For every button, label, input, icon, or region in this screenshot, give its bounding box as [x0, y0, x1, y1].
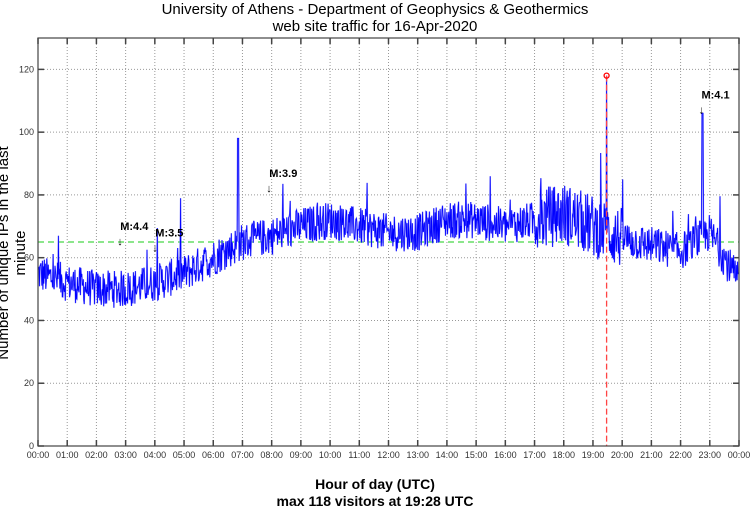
x-tick-label: 18:00 [552, 450, 575, 460]
x-tick-label: 01:00 [56, 450, 79, 460]
x-tick-label: 14:00 [436, 450, 459, 460]
x-tick-label: 08:00 [260, 450, 283, 460]
x-tick-label: 11:00 [348, 450, 370, 460]
annotation-label: M:3.5 [155, 227, 183, 239]
x-tick-label: 02:00 [85, 450, 108, 460]
x-tick-label: 17:00 [523, 450, 546, 460]
y-tick-label: 0 [29, 441, 34, 451]
x-tick-label: 12:00 [377, 450, 400, 460]
annotation-label: M:4.4 [120, 221, 149, 233]
x-tick-label: 07:00 [231, 450, 254, 460]
y-tick-label: 20 [24, 378, 34, 388]
x-axis-label: Hour of day (UTC) [315, 476, 435, 492]
x-tick-label: 19:00 [582, 450, 605, 460]
x-tick-label: 04:00 [144, 450, 167, 460]
y-tick-label: 120 [19, 64, 34, 74]
annotation-label: M:4.1 [701, 89, 729, 101]
chart-subtitle: web site traffic for 16-Apr-2020 [272, 18, 478, 35]
x-tick-label: 10:00 [319, 450, 342, 460]
max-marker-point [603, 72, 610, 79]
plot-frame [37, 37, 740, 447]
x-tick-label: 05:00 [173, 450, 196, 460]
x-tick-label: 22:00 [669, 450, 692, 460]
x-tick-label: 20:00 [611, 450, 634, 460]
y-tick-label: 100 [19, 127, 34, 137]
x-tick-label: 00:00 [27, 450, 50, 460]
x-tick-label: 13:00 [406, 450, 429, 460]
x-tick-label: 23:00 [699, 450, 722, 460]
x-tick-label: 15:00 [465, 450, 488, 460]
series-line [37, 75, 739, 308]
x-tick-label: 06:00 [202, 450, 225, 460]
x-tick-label: 09:00 [290, 450, 313, 460]
annotation-arrow: ↓ [698, 104, 704, 116]
annotation-arrow: ↓ [152, 242, 158, 254]
chart-title: University of Athens - Department of Geo… [161, 1, 589, 18]
x-tick-label: 00:00 [728, 450, 750, 460]
y-tick-label: 40 [24, 315, 34, 325]
x-tick-label: 16:00 [494, 450, 517, 460]
x-tick-label: 21:00 [640, 450, 663, 460]
max-visitors-label: max 118 visitors at 19:28 UTC [276, 493, 474, 509]
annotation-label: M:3.9 [269, 168, 297, 180]
annotation-arrow: ↓ [117, 236, 123, 248]
y-tick-label: 80 [24, 190, 34, 200]
y-tick-label: 60 [24, 253, 34, 263]
x-tick-label: 03:00 [114, 450, 137, 460]
annotation-arrow: ↓ [266, 183, 272, 195]
